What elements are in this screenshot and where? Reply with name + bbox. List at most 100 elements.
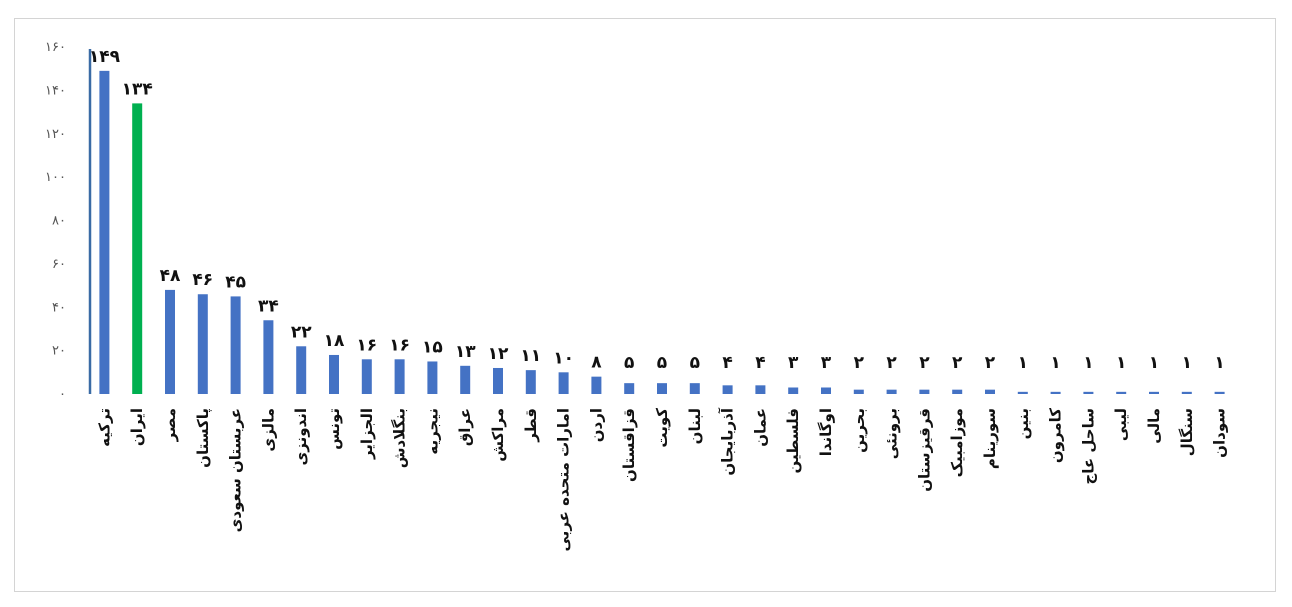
category-label: مراکش: [489, 408, 507, 462]
bar: [886, 389, 897, 394]
y-tick-label: ۱۴۰: [45, 83, 66, 98]
bar: [952, 389, 963, 394]
data-label: ۱۳۴: [122, 79, 153, 99]
data-label: ۱۰: [553, 348, 574, 368]
bar: [1083, 391, 1094, 394]
category-label: بنین: [1014, 408, 1032, 439]
bar: [525, 370, 536, 394]
bar: [722, 385, 733, 394]
category-label: سورینام: [981, 408, 999, 469]
category-label: بنگلادش: [391, 408, 409, 468]
data-label: ۱: [1050, 353, 1060, 373]
data-label: ۴: [722, 353, 732, 373]
bar: [1214, 391, 1225, 394]
data-label: ۴۸: [160, 266, 181, 286]
category-label: عمان: [751, 408, 769, 447]
bar: [165, 289, 175, 394]
data-label: ۲: [854, 353, 865, 373]
bar: [394, 359, 405, 394]
category-label: الجزایر: [358, 408, 376, 460]
category-label: اردن: [587, 408, 605, 442]
data-label: ۲: [919, 353, 930, 373]
y-tick-label: ۱۲۰: [45, 127, 66, 142]
data-label: ۳: [788, 353, 799, 373]
data-label: ۳: [821, 353, 832, 373]
bar: [985, 389, 995, 394]
category-label: مصر: [161, 408, 179, 442]
category-label: امارات متحده عربی: [555, 408, 573, 551]
category-label: بحرین: [850, 408, 868, 453]
data-label: ۱۸: [324, 331, 345, 351]
y-tick-label: ۰: [59, 387, 66, 402]
data-label: ۲۲: [291, 322, 312, 342]
bar: [657, 383, 667, 394]
data-label: ۱: [1083, 353, 1093, 373]
data-label: ۴۵: [225, 272, 246, 292]
data-label: ۱: [1116, 353, 1126, 373]
bar: [788, 387, 799, 394]
data-label: ۱۵: [422, 337, 443, 357]
bar: [591, 376, 602, 394]
bar: [821, 387, 831, 394]
data-label: ۱: [1018, 353, 1028, 373]
category-label: قزاقستان: [620, 408, 638, 482]
category-label: لبنان: [686, 408, 704, 444]
bar: [99, 70, 110, 394]
bar: [296, 346, 307, 394]
category-labels: ترکیه ایران مصر پاکستان عربستان سعودی مالزی ان…: [95, 407, 1228, 551]
bar: [1050, 391, 1061, 394]
category-label: لیبی: [1112, 408, 1130, 441]
category-label: ترکیه: [95, 408, 113, 447]
data-label: ۱: [1214, 353, 1224, 373]
bar: [1116, 391, 1127, 394]
data-label: ۱۳: [455, 342, 476, 362]
y-tick-label: ۸۰: [52, 214, 66, 229]
category-label: عربستان سعودی: [227, 408, 245, 532]
data-label: ۱۶: [389, 335, 410, 355]
category-label: آذربایجان: [719, 407, 737, 475]
bar: [361, 359, 372, 394]
bars: [99, 70, 1225, 394]
y-tick-label: ۱۶۰: [45, 40, 66, 55]
category-label: پاکستان: [194, 408, 213, 468]
category-label: تونس: [325, 408, 343, 450]
data-label: ۸: [591, 353, 602, 373]
bar: [558, 372, 569, 394]
bar: [624, 383, 635, 394]
bar: [460, 365, 471, 394]
data-label: ۵: [624, 353, 634, 373]
category-label: نیجریه: [423, 408, 441, 455]
category-label: موزامبیک: [948, 408, 966, 477]
bar: [1181, 391, 1192, 394]
data-label: ۲: [985, 353, 996, 373]
data-label: ۱۶: [356, 335, 377, 355]
data-label: ۳۴: [258, 296, 279, 316]
bar: [197, 294, 208, 394]
data-label: ۵: [690, 353, 700, 373]
y-axis-ticks: ۰ ۲۰ ۴۰ ۶۰ ۸۰ ۱۰۰ ۱۲۰ ۱۴۰ ۱۶۰: [45, 40, 66, 402]
data-label: ۱: [1182, 353, 1192, 373]
data-label: ۱: [1149, 353, 1159, 373]
data-label: ۱۴۹: [89, 47, 121, 67]
bar: [427, 361, 438, 394]
category-label: ساحل عاج: [1079, 408, 1097, 485]
y-tick-label: ۱۰۰: [45, 170, 66, 185]
category-label: مالی: [1145, 408, 1163, 444]
y-tick-label: ۴۰: [52, 300, 66, 315]
bar: [132, 103, 143, 394]
y-tick-label: ۶۰: [52, 257, 66, 272]
chart-frame: [14, 18, 1276, 592]
y-tick-label: ۲۰: [52, 344, 66, 359]
data-label: ۱۲: [488, 344, 509, 364]
bar: [263, 320, 274, 394]
bar: [1149, 391, 1159, 394]
category-label: کویت: [653, 408, 671, 448]
bar: [493, 367, 503, 394]
data-label: ۴۶: [192, 270, 213, 290]
category-label: اوگاندا: [817, 408, 835, 456]
data-label: ۲: [886, 353, 897, 373]
data-label: ۲: [952, 353, 963, 373]
category-label: برونئی: [883, 408, 901, 459]
